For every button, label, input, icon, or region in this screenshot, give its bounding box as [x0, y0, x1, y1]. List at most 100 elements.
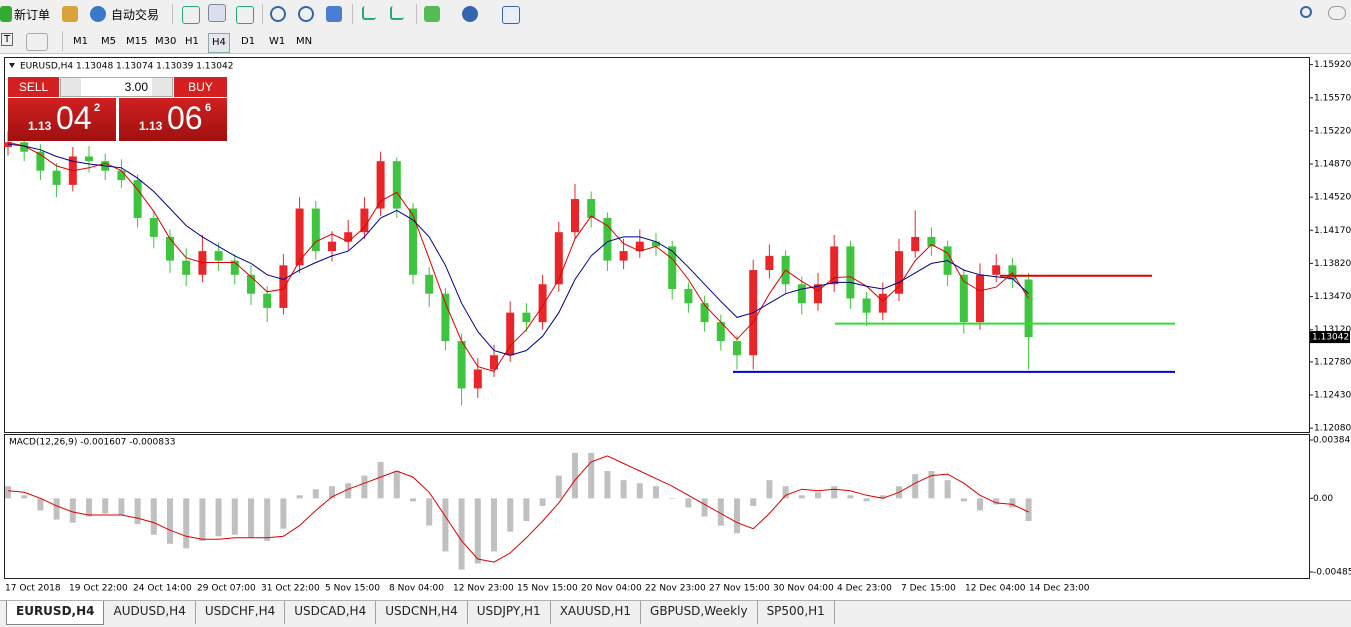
- macd-bar: [750, 498, 757, 506]
- periods-icon[interactable]: [462, 6, 478, 22]
- objects-icon[interactable]: [26, 33, 48, 51]
- timeframe-button[interactable]: M15: [126, 36, 148, 47]
- macd-bar: [345, 483, 352, 499]
- x-tick-label: 4 Dec 23:00: [837, 584, 892, 594]
- candle-body: [279, 265, 288, 308]
- candle-body: [36, 151, 45, 171]
- candle-chart-icon[interactable]: [208, 4, 226, 22]
- price-prefix: 1.13: [139, 119, 163, 133]
- macd-bar: [134, 498, 141, 525]
- macd-bar: [701, 498, 708, 517]
- macd-bar: [717, 498, 724, 526]
- separator: [172, 4, 173, 24]
- timeframe-button[interactable]: D1: [241, 36, 256, 47]
- x-tick-label: 12 Dec 04:00: [965, 584, 1026, 594]
- tile-icon[interactable]: [326, 6, 342, 22]
- buy-price[interactable]: 1.13 06 6: [119, 98, 227, 141]
- x-tick-label: 17 Oct 2018: [5, 584, 61, 594]
- lots-input[interactable]: 3.00: [124, 80, 148, 94]
- y-tick-label: 0.003847: [1313, 436, 1351, 446]
- macd-bar: [977, 498, 983, 511]
- y-tick-label: 1.12080: [1314, 424, 1351, 434]
- shift-icon[interactable]: [390, 6, 404, 20]
- chart-tab[interactable]: GBPUSD,Weekly: [641, 601, 758, 624]
- indicators-icon[interactable]: [424, 6, 440, 22]
- candle-body: [619, 251, 628, 261]
- macd-bar: [831, 486, 838, 499]
- search-icon[interactable]: [1300, 6, 1312, 18]
- buy-button[interactable]: BUY: [174, 77, 227, 97]
- candle-body: [652, 241, 660, 247]
- last-price-label: 1.13042: [1312, 333, 1349, 343]
- timeframe-button[interactable]: M30: [155, 36, 177, 47]
- timeframe-button[interactable]: H1: [185, 36, 199, 47]
- macd-bar: [167, 498, 173, 544]
- candle-body: [797, 284, 806, 304]
- macd-bar: [847, 495, 854, 499]
- lots-decrease[interactable]: [61, 78, 81, 96]
- x-tick-label: 5 Nov 15:00: [325, 584, 380, 594]
- timeframe-button[interactable]: MN: [296, 36, 313, 47]
- macd-bar: [264, 498, 271, 541]
- price-big: 04: [56, 100, 92, 136]
- zoom-in-icon[interactable]: [270, 6, 286, 22]
- chart-tab[interactable]: SP500,H1: [758, 601, 835, 624]
- candle-body: [587, 199, 596, 218]
- chart-tab[interactable]: XAUUSD,H1: [551, 601, 642, 624]
- bar-chart-icon[interactable]: [182, 6, 200, 24]
- candle-body: [846, 246, 855, 299]
- y-tick-label: 1.12780: [1314, 357, 1351, 367]
- timeframe-button[interactable]: M5: [101, 36, 116, 47]
- new-order-button[interactable]: 新订单: [14, 8, 51, 22]
- macd-bar: [960, 498, 967, 502]
- candle-body: [473, 369, 482, 389]
- chart-tab[interactable]: USDCHF,H4: [196, 601, 286, 624]
- macd-bar: [815, 492, 821, 499]
- macd-bar: [53, 498, 60, 520]
- candle-body: [376, 161, 385, 209]
- timeframe-button[interactable]: M1: [73, 36, 88, 47]
- y-tick-label: 1.13820: [1314, 259, 1351, 269]
- chart-tab[interactable]: USDCNH,H4: [376, 601, 468, 624]
- chart-tab[interactable]: AUDUSD,H4: [104, 601, 196, 624]
- candle-body: [20, 142, 29, 152]
- macd-bar: [361, 475, 368, 499]
- autoscroll-icon[interactable]: [362, 6, 376, 20]
- templates-icon[interactable]: [502, 6, 520, 24]
- zoom-out-icon[interactable]: [298, 6, 314, 22]
- timeframe-button[interactable]: W1: [269, 36, 286, 47]
- chart-tab[interactable]: USDJPY,H1: [468, 601, 551, 624]
- signal-line: [7, 455, 1029, 563]
- collapse-icon[interactable]: [9, 63, 15, 68]
- candle-body: [506, 312, 515, 356]
- macd-bar: [102, 498, 109, 514]
- candle-body: [85, 156, 93, 162]
- line-chart-icon[interactable]: [236, 6, 254, 24]
- sell-button[interactable]: SELL: [8, 77, 59, 97]
- chart-tab[interactable]: USDCAD,H4: [285, 601, 377, 624]
- macd-bar: [1025, 498, 1032, 522]
- chart-tab[interactable]: EURUSD,H4: [6, 601, 105, 625]
- timeframe-button[interactable]: H4: [208, 33, 230, 53]
- candle-body: [1024, 279, 1033, 338]
- auto-trading-icon[interactable]: [90, 6, 106, 22]
- macd-frame: [4, 434, 1310, 579]
- text-tool[interactable]: T: [1, 33, 14, 46]
- sell-price[interactable]: 1.13 04 2: [8, 98, 116, 141]
- symbol-info: EURUSD,H4 1.13048 1.13074 1.13039 1.1304…: [20, 62, 233, 72]
- candle-body: [392, 161, 401, 209]
- candle-body: [911, 236, 920, 252]
- auto-trading-button[interactable]: 自动交易: [111, 8, 160, 22]
- candle-body: [52, 170, 61, 185]
- chat-icon[interactable]: [1328, 6, 1346, 20]
- price-small: 2: [94, 102, 101, 114]
- lots-increase[interactable]: [152, 78, 172, 96]
- new-order-icon[interactable]: [0, 6, 12, 22]
- macd-info: MACD(12,26,9) -0.001607 -0.000833: [9, 438, 175, 448]
- separator: [416, 4, 417, 24]
- navigator-icon[interactable]: [62, 6, 78, 22]
- macd-bar: [879, 495, 886, 499]
- candle-body: [247, 274, 255, 294]
